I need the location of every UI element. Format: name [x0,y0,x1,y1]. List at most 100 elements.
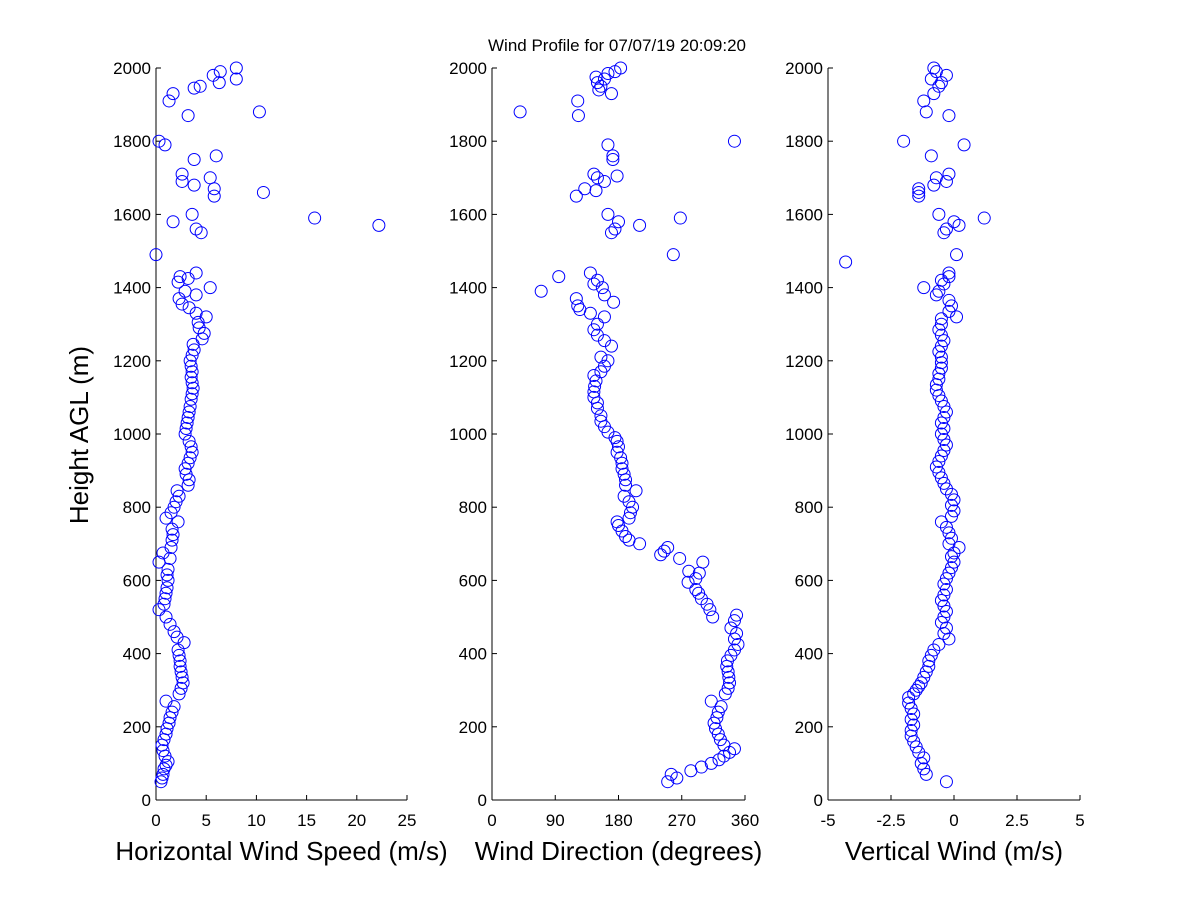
direction-data-point [666,248,680,262]
vertical-data-point [932,637,946,651]
vertical-data-point [944,299,958,313]
direction-data-point [610,515,624,529]
vertical-data-point [929,460,943,474]
direction-x-tick-label: 270 [668,811,696,830]
direction-data-point [619,478,633,492]
direction-data-point [622,533,636,547]
speed-data-point [157,762,171,776]
speed-data-point [186,381,200,395]
vertical-data-point [937,610,951,624]
vertical-data-point [909,740,923,754]
direction-data-point [601,138,615,152]
direction-x-tick-label: 180 [604,811,632,830]
vertical-data-point [904,723,918,737]
vertical-data-point [932,345,946,359]
direction-data-point [727,134,741,148]
direction-data-point [612,215,625,229]
direction-data-point [571,109,585,123]
vertical-data-point [907,687,921,701]
speed-data-point [206,68,220,82]
speed-data-point [183,400,197,414]
speed-x-tick-label: 0 [151,811,160,830]
vertical-data-point [929,288,943,302]
speed-data-point [189,222,203,236]
vertical-data-point [934,339,948,353]
speed-data-point [199,310,213,324]
vertical-data-point [934,312,948,326]
speed-data-point [181,411,195,425]
speed-y-tick-label: 800 [123,498,151,517]
vertical-data-point [909,683,923,697]
direction-data-point [610,445,624,459]
direction-data-point [588,379,602,393]
speed-data-point [184,359,198,373]
speed-data-point [162,94,176,108]
vertical-data-point [937,443,951,457]
direction-data-point [696,555,710,569]
vertical-data-point [942,270,956,284]
direction-data-point [615,456,629,470]
speed-data-point [156,744,170,758]
speed-data-point [187,178,201,192]
speed-data-point [178,284,192,298]
speed-data-point [179,467,193,481]
vertical-data-point [932,465,946,479]
direction-data-point [633,218,647,232]
vertical-data-point [977,211,991,225]
speed-data-point [181,271,195,285]
speed-data-point [213,65,227,79]
vertical-data-point [937,226,951,240]
direction-data-point [552,270,566,284]
vertical-data-point [912,189,926,203]
direction-data-point [604,226,618,240]
direction-data-point [694,760,708,774]
speed-data-point [181,109,195,123]
vertical-data-point [934,328,948,342]
vertical-data-point [937,476,951,490]
vertical-data-point [937,422,951,436]
direction-data-point [606,149,620,163]
speed-y-tick-label: 1600 [113,205,151,224]
vertical-data-point [839,255,853,269]
vertical-data-point [924,648,938,662]
direction-data-point [590,171,604,185]
vertical-y-tick-label: 0 [814,791,823,810]
direction-x-tick-label: 360 [731,811,759,830]
direction-data-point [594,414,608,428]
speed-data-point [182,301,196,315]
speed-y-tick-label: 1400 [113,279,151,298]
speed-data-point [183,451,197,465]
vertical-data-point [947,215,961,229]
vertical-y-tick-label: 600 [795,571,823,590]
direction-data-point [704,694,718,708]
direction-data-point [720,659,734,673]
vertical-data-point [912,745,926,759]
vertical-data-point [922,654,936,668]
direction-data-point [612,440,625,454]
direction-y-tick-label: 1000 [449,425,487,444]
vertical-data-point [952,540,966,554]
direction-data-point [597,288,611,302]
speed-data-point [159,758,173,772]
vertical-data-point [934,515,948,529]
speed-data-point [185,207,199,221]
speed-data-point [171,515,185,529]
vertical-data-point [934,76,948,90]
vertical-data-point [942,109,956,123]
direction-data-point [710,711,724,725]
vertical-data-point [942,304,956,318]
vertical-data-point [937,599,951,613]
speed-data-point [152,134,166,148]
vertical-x-tick-label: -2.5 [876,811,905,830]
direction-data-point [713,733,727,747]
direction-y-tick-label: 2000 [449,59,487,78]
vertical-data-point [917,94,931,108]
speed-data-point [185,365,199,379]
direction-data-point [682,564,696,578]
speed-data-point [166,87,180,101]
speed-data-point [193,79,207,93]
speed-data-point [209,149,223,163]
vertical-y-tick-label: 1400 [785,279,823,298]
direction-data-point [594,409,608,423]
vertical-data-point [937,588,951,602]
